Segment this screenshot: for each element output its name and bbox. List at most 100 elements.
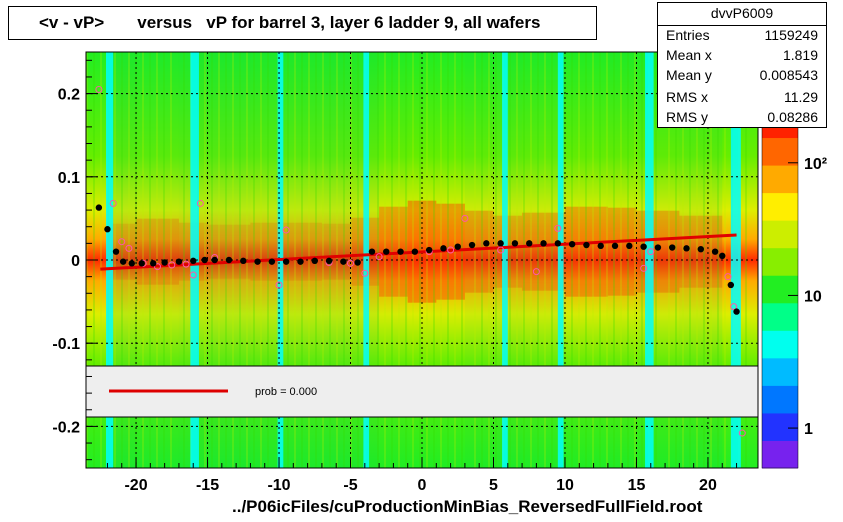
stats-row: RMS y 0.08286 xyxy=(666,109,818,129)
stats-key: RMS y xyxy=(666,109,708,125)
profile-point xyxy=(554,240,562,247)
profile-point xyxy=(161,259,168,266)
profile-point xyxy=(597,242,604,250)
x-tick-label: 20 xyxy=(699,477,717,494)
profile-point xyxy=(511,240,519,247)
fit-legend: prob = 0.000 xyxy=(85,365,759,418)
profile-point xyxy=(211,256,218,264)
y-tick-label: 0.1 xyxy=(58,170,80,187)
color-scale-band xyxy=(762,192,798,221)
profile-point xyxy=(540,240,547,247)
profile-point xyxy=(340,258,347,265)
stats-key: Mean y xyxy=(666,67,712,83)
heatmap-stripe xyxy=(398,52,400,468)
open-marker xyxy=(95,85,103,93)
profile-markers xyxy=(95,85,746,437)
profile-point xyxy=(95,204,103,211)
open-marker xyxy=(532,268,540,276)
stats-key: Mean x xyxy=(666,47,712,63)
heatmap-stripe xyxy=(239,52,241,468)
y-tick-label: -0.1 xyxy=(52,336,80,353)
open-marker xyxy=(640,264,648,272)
open-marker xyxy=(282,226,290,234)
heatmap-core xyxy=(464,210,494,293)
profile-point xyxy=(719,252,726,260)
profile-point xyxy=(669,244,676,251)
color-scale-band xyxy=(762,385,798,414)
profile-point xyxy=(727,281,735,289)
heatmap-core xyxy=(279,222,322,281)
open-marker xyxy=(461,214,469,222)
gap-column xyxy=(730,52,741,468)
profile-point xyxy=(325,257,333,265)
color-scale-band xyxy=(762,330,798,359)
profile-point xyxy=(354,259,361,266)
profile-point xyxy=(150,260,157,267)
x-tick-label: 10 xyxy=(556,477,574,494)
heatmap-stripe xyxy=(183,52,185,468)
stats-key: Entries xyxy=(666,27,710,43)
color-scale-band xyxy=(762,302,798,331)
open-marker xyxy=(347,259,355,267)
profile-point xyxy=(583,241,590,249)
profile-point xyxy=(568,240,576,248)
open-marker xyxy=(361,269,369,277)
open-marker xyxy=(447,246,455,254)
profile-point xyxy=(297,258,304,265)
gap-column xyxy=(502,52,508,468)
open-marker xyxy=(738,429,746,437)
stats-row: RMS x 11.29 xyxy=(666,89,818,109)
open-marker xyxy=(153,263,161,271)
color-scale-band xyxy=(762,412,798,441)
profile-point xyxy=(483,240,490,247)
heatmap-stripe xyxy=(149,52,151,468)
z-tick-label: 10 xyxy=(804,288,822,305)
heatmap-stripe xyxy=(419,52,421,468)
profile-point xyxy=(683,245,690,252)
heatmap-stripe xyxy=(613,52,615,468)
fit-line-segment xyxy=(100,233,737,271)
profile-point xyxy=(454,243,461,250)
stats-row: Mean y 0.008543 xyxy=(666,67,818,87)
heatmap-stripe xyxy=(488,52,490,468)
open-marker xyxy=(647,248,655,256)
color-scale-band xyxy=(762,220,798,249)
stats-value: 1.819 xyxy=(782,47,818,63)
heatmap-stripe xyxy=(634,52,636,468)
heatmap-stripe xyxy=(384,52,386,468)
x-tick-label: -20 xyxy=(124,477,147,494)
stats-divider xyxy=(658,25,826,26)
open-marker xyxy=(554,224,562,232)
profile-point xyxy=(190,257,197,265)
profile-point xyxy=(240,257,247,265)
open-marker xyxy=(275,281,283,289)
legend-label: prob = 0.000 xyxy=(255,386,317,398)
heatmap-stripe xyxy=(474,52,476,468)
open-marker xyxy=(109,199,117,207)
open-marker xyxy=(189,271,197,279)
stats-value: 0.008543 xyxy=(759,67,818,83)
plot-title: <v - vP> versus vP for barrel 3, layer 6… xyxy=(39,13,541,32)
open-marker xyxy=(196,199,204,207)
open-marker xyxy=(730,303,738,311)
open-marker xyxy=(182,260,190,268)
open-marker xyxy=(375,253,383,261)
heatmap-stripe xyxy=(599,52,601,468)
profile-point xyxy=(611,242,619,250)
x-tick-label: -15 xyxy=(196,477,219,494)
profile-point xyxy=(697,245,705,253)
color-scale-band xyxy=(762,247,798,276)
heatmap-core xyxy=(636,210,680,293)
profile-point xyxy=(640,243,647,250)
open-marker xyxy=(168,261,176,269)
profile-point xyxy=(440,245,447,252)
heatmap-stripe xyxy=(218,52,220,468)
profile-point xyxy=(175,258,183,265)
x-tick-label: 15 xyxy=(628,477,646,494)
profile-point xyxy=(654,244,662,251)
profile-point xyxy=(497,240,504,247)
color-scale-band xyxy=(762,357,798,386)
stats-value: 0.08286 xyxy=(767,109,818,125)
heatmap-stripe xyxy=(668,52,670,468)
heatmap-core xyxy=(136,218,179,285)
